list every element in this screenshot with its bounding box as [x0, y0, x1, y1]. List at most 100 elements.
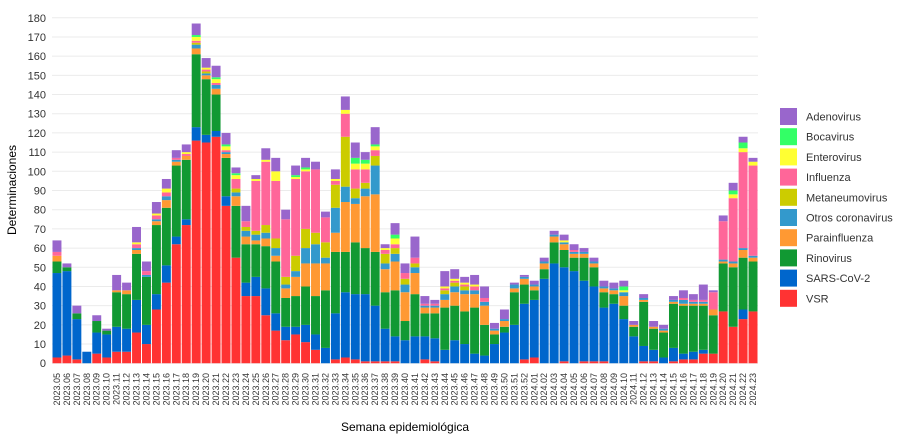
bar-segment: [599, 307, 609, 362]
bar-segment: [440, 299, 450, 308]
x-tick-label: 2024.09: [609, 373, 619, 406]
y-tick-label: 170: [28, 32, 46, 44]
x-tick-label: 2024.07: [589, 373, 599, 406]
bar-segment: [251, 234, 261, 241]
bar-segment: [340, 251, 350, 293]
bar-segment: [102, 330, 112, 335]
bar-segment: [122, 290, 132, 295]
y-tick-label: 90: [34, 186, 46, 198]
bar-segment: [490, 330, 499, 335]
x-tick-label: 2024.04: [559, 373, 569, 406]
bar-segment: [271, 313, 281, 331]
bar-segment: [271, 248, 281, 256]
bar-segment: [400, 263, 410, 274]
bar-segment: [151, 213, 161, 216]
bar-segment: [132, 299, 141, 333]
bar-segment: [141, 274, 151, 277]
bar-segment: [241, 221, 251, 227]
bar-segment: [420, 359, 430, 364]
y-tick-label: 130: [28, 109, 46, 121]
bar-segment: [619, 296, 629, 306]
y-tick-label: 20: [34, 320, 46, 332]
bar-segment: [430, 303, 440, 306]
bar-segment: [171, 157, 181, 160]
x-tick-label: 2024.02: [539, 373, 549, 406]
bar-segment: [529, 290, 539, 300]
legend-label: SARS-CoV-2: [806, 273, 870, 285]
bar-segment: [390, 248, 400, 254]
x-tick-label: 2024.22: [738, 373, 748, 406]
bar-segment: [718, 215, 728, 222]
bar-segment: [370, 150, 380, 156]
bar-segment: [370, 144, 380, 147]
x-tick-label: 2023.06: [62, 373, 72, 406]
bar-segment: [360, 361, 370, 364]
x-tick-label: 2023.14: [141, 373, 151, 406]
bar-segment: [311, 161, 320, 170]
bar-segment: [539, 269, 549, 279]
bar-segment: [181, 219, 191, 226]
bar-segment: [221, 144, 231, 147]
x-tick-label: 2023.26: [261, 373, 271, 406]
bar-segment: [291, 334, 301, 364]
bar-segment: [122, 351, 132, 364]
bar-segment: [589, 286, 599, 362]
bar-segment: [698, 303, 708, 306]
bar-segment: [320, 290, 330, 348]
bar-segment: [271, 157, 281, 172]
bar-segment: [708, 315, 718, 354]
x-tick-label: 2024.03: [549, 373, 559, 406]
bar-segment: [112, 351, 122, 364]
x-tick-label: 2023.50: [499, 373, 509, 406]
bar-segment: [360, 169, 370, 183]
bar-segment: [241, 236, 251, 245]
x-tick-label: 2023.15: [151, 373, 161, 406]
bar-segment: [281, 340, 291, 364]
bar-segment: [589, 263, 599, 268]
bar-segment: [420, 336, 430, 360]
bar-segment: [519, 359, 529, 364]
bar-segment: [460, 311, 470, 345]
bar-segment: [92, 315, 102, 322]
bar-segment: [191, 40, 201, 43]
bar-segment: [350, 294, 360, 360]
bar-segment: [211, 77, 221, 80]
bar-segment: [708, 309, 718, 316]
bar-segment: [380, 253, 390, 264]
bar-segment: [390, 336, 400, 362]
bar-segment: [400, 321, 410, 341]
bar-segment: [569, 244, 579, 250]
bar-segment: [291, 255, 301, 272]
bar-segment: [191, 36, 201, 41]
bar-segment: [241, 205, 251, 222]
bar-segment: [490, 344, 499, 364]
bar-segment: [231, 175, 241, 179]
bar-segment: [261, 238, 271, 247]
bar-segment: [480, 297, 490, 302]
bar-segment: [340, 186, 350, 203]
bar-segment: [301, 263, 311, 287]
bar-segment: [559, 250, 569, 268]
bar-segment: [400, 284, 410, 293]
bar-segment: [748, 261, 758, 312]
bar-segment: [141, 276, 151, 325]
bar-segment: [519, 276, 529, 279]
bar-segment: [569, 253, 579, 258]
bar-segment: [340, 292, 350, 358]
bar-segment: [281, 219, 291, 277]
bar-segment: [62, 271, 72, 356]
bar-segment: [579, 361, 589, 364]
legend-key: [780, 249, 797, 267]
bar-segment: [350, 242, 360, 295]
bar-segment: [92, 332, 102, 354]
bar-segment: [589, 257, 599, 262]
bar-segment: [450, 278, 460, 281]
bar-segment: [420, 303, 430, 306]
bar-segment: [430, 313, 440, 339]
bar-segment: [151, 309, 161, 364]
bar-segment: [281, 297, 291, 327]
bar-segment: [430, 361, 440, 364]
bar-segment: [291, 178, 301, 256]
y-tick-label: 70: [34, 224, 46, 236]
